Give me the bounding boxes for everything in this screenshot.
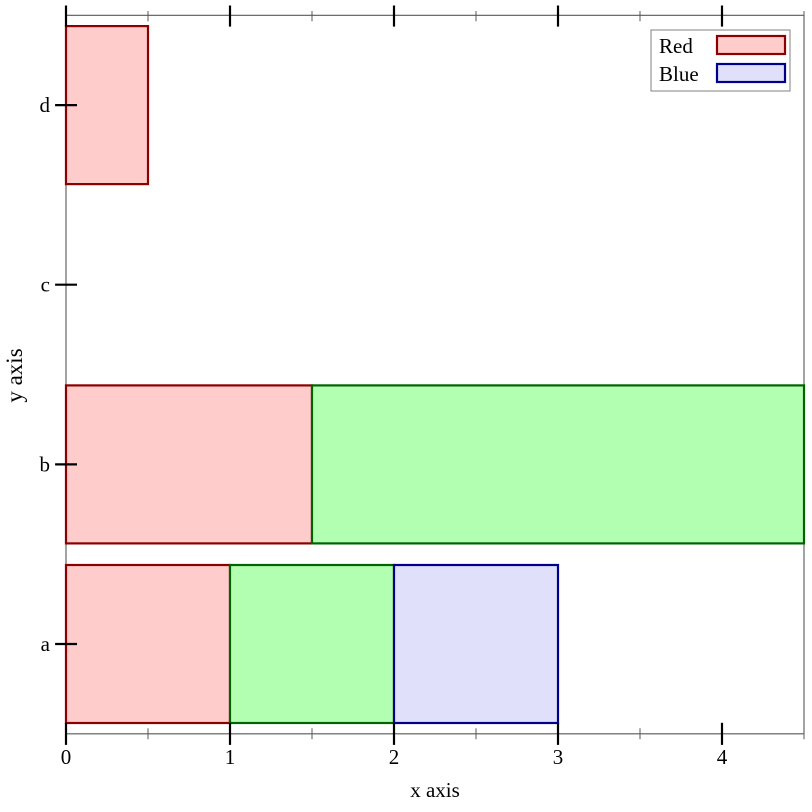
svg-text:y axis: y axis [2, 348, 27, 402]
svg-text:2: 2 [389, 745, 400, 769]
svg-text:d: d [40, 93, 51, 117]
svg-text:a: a [41, 632, 51, 656]
svg-text:1: 1 [225, 745, 236, 769]
svg-text:Red: Red [659, 34, 693, 58]
svg-text:Blue: Blue [659, 62, 699, 86]
svg-text:b: b [40, 452, 51, 476]
svg-text:c: c [41, 273, 50, 297]
svg-text:0: 0 [61, 745, 72, 769]
svg-text:4: 4 [717, 745, 728, 769]
svg-text:3: 3 [553, 745, 564, 769]
svg-text:x axis: x axis [410, 778, 460, 802]
